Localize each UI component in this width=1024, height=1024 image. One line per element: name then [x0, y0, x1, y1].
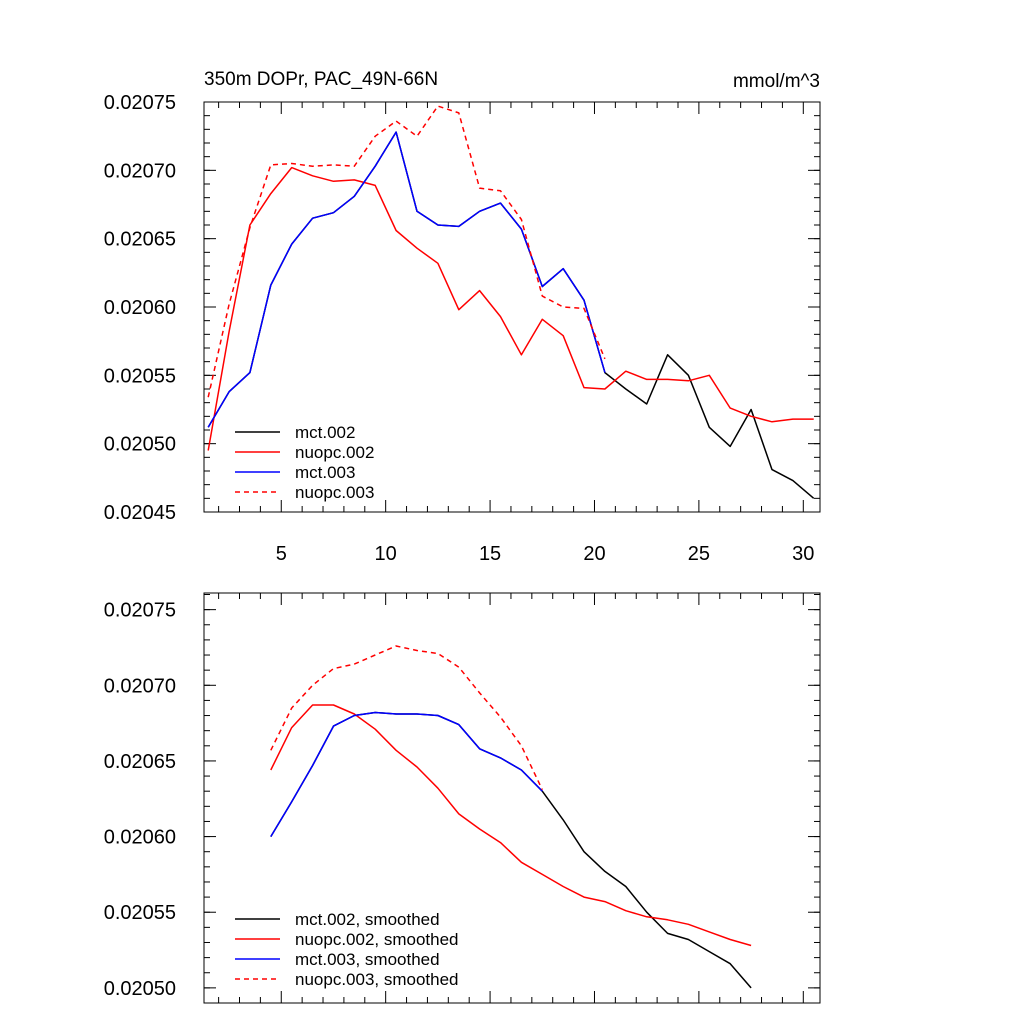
y-tick-label: 0.02070 — [104, 675, 176, 697]
y-tick-label: 0.02075 — [104, 92, 176, 114]
y-tick-label: 0.02060 — [104, 297, 176, 319]
bottom-panel: 0.02050 0.02055 0.02060 0.02065 0.02070 0.020… — [104, 592, 821, 1004]
y-tick-label: 0.02070 — [104, 160, 176, 182]
plot-frame — [203, 592, 821, 1004]
legend-label: mct.003, smoothed — [295, 950, 440, 969]
x-tick-label: 30 — [792, 543, 814, 565]
series-line-mct-003-smoothed — [270, 711, 543, 837]
legend-label: mct.002 — [295, 423, 355, 442]
units-label: mmol/m^3 — [733, 71, 820, 92]
top-panel: 350m DOPr, PAC_49N-66N mmol/m^3 5 10 15 20 2… — [104, 69, 821, 565]
x-tick-label: 15 — [479, 543, 501, 565]
legend-label: nuopc.002, smoothed — [295, 930, 459, 949]
x-tick-label: 5 — [276, 543, 287, 565]
y-tick-label: 0.02065 — [104, 751, 176, 773]
x-tick-label: 25 — [688, 543, 710, 565]
series-line-nuopc-002-smoothed — [270, 704, 752, 947]
legend-label: mct.002, smoothed — [295, 910, 440, 929]
series-line-mct-003 — [207, 131, 606, 428]
y-tick-label: 0.02065 — [104, 229, 176, 251]
y-tick-label: 0.02055 — [104, 902, 176, 924]
legend-label: nuopc.003, smoothed — [295, 970, 459, 989]
x-tick-label: 20 — [583, 543, 605, 565]
y-tick-label: 0.02045 — [104, 502, 176, 524]
y-tick-label: 0.02050 — [104, 434, 176, 456]
y-tick-label: 0.02055 — [104, 365, 176, 387]
legend-label: mct.003 — [295, 463, 355, 482]
y-tick-label: 0.02060 — [104, 827, 176, 849]
chart-title: 350m DOPr, PAC_49N-66N — [204, 69, 438, 90]
legend-label: nuopc.002 — [295, 443, 374, 462]
x-tick-label: 10 — [375, 543, 397, 565]
y-tick-label: 0.02050 — [104, 978, 176, 1000]
legend-label: nuopc.003 — [295, 483, 374, 502]
y-tick-label: 0.02075 — [104, 600, 176, 622]
series-line-nuopc-002 — [207, 166, 814, 451]
series-line-nuopc-003 — [207, 105, 606, 398]
series-line-nuopc-003-smoothed — [270, 645, 543, 791]
